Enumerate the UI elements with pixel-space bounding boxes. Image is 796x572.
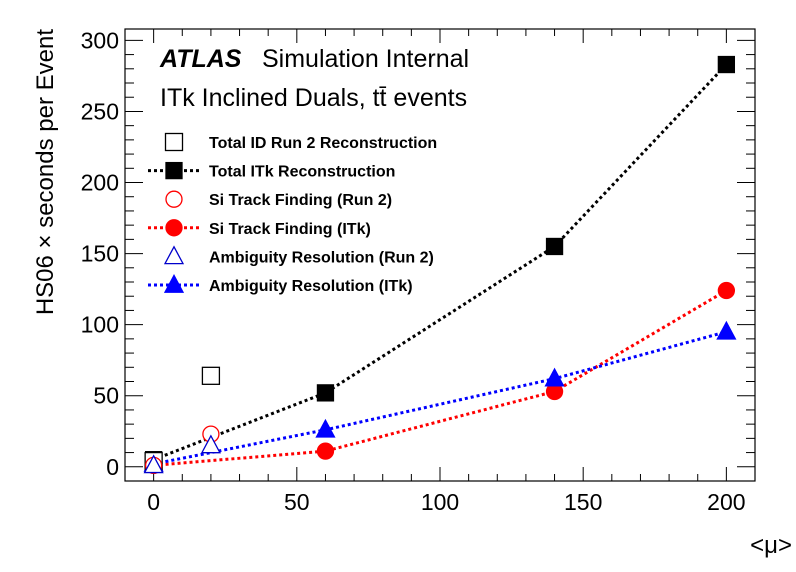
data-point xyxy=(545,237,564,256)
y-tick-label: 100 xyxy=(81,312,119,338)
x-axis-label: <μ> xyxy=(750,532,792,559)
axes: 0 50 100 150 200 0 50 100 150 200 250 300 xyxy=(81,27,756,515)
x-tick-label: 50 xyxy=(284,489,310,515)
legend-entry-label: Si Track Finding (Run 2) xyxy=(209,192,392,209)
legend-entry-label: Total ITk Reconstruction xyxy=(209,164,395,181)
y-tick-label: 250 xyxy=(81,98,119,124)
legend-entry-label: Total ID Run 2 Reconstruction xyxy=(209,135,437,152)
atlas-label: ATLAS xyxy=(159,45,242,73)
series xyxy=(144,281,736,475)
y-tick-label: 150 xyxy=(81,241,119,267)
series-line xyxy=(153,63,728,462)
legend-marker xyxy=(165,190,183,208)
series xyxy=(143,434,221,474)
legend-marker xyxy=(163,274,185,293)
series-layer xyxy=(143,55,737,475)
data-point xyxy=(316,384,335,402)
data-point xyxy=(143,454,164,474)
data-point xyxy=(315,418,336,438)
legend-entry-label: Ambiguity Resolution (ITk) xyxy=(209,278,413,295)
legend-marker xyxy=(165,219,183,237)
x-tick-label: 0 xyxy=(147,489,160,515)
data-point xyxy=(200,434,221,454)
data-point xyxy=(716,320,737,340)
legend-marker xyxy=(163,245,185,265)
data-point xyxy=(201,366,221,385)
x-tick-label: 200 xyxy=(707,489,745,515)
data-point xyxy=(544,367,565,387)
y-tick-label: 200 xyxy=(81,170,119,196)
legend: Total ID Run 2 Reconstruction Total ITk R… xyxy=(148,132,437,295)
legend-entry-label: Ambiguity Resolution (Run 2) xyxy=(209,249,434,266)
y-axis-label: HS06 × seconds per Event xyxy=(32,29,59,316)
y-tick-label: 50 xyxy=(93,383,119,409)
series-line xyxy=(153,330,727,466)
data-point xyxy=(717,55,736,74)
y-tick-label: 300 xyxy=(81,27,119,53)
x-tick-label: 100 xyxy=(421,489,459,515)
series xyxy=(143,320,737,472)
legend-marker xyxy=(165,161,183,180)
chart-subtitle: ITk Inclined Duals, tt̄ events xyxy=(160,84,467,112)
atlas-status: Simulation Internal xyxy=(262,45,469,73)
x-tick-label: 150 xyxy=(564,489,602,515)
legend-entry-label: Si Track Finding (ITk) xyxy=(209,221,371,238)
data-point xyxy=(717,281,736,300)
legend-marker xyxy=(164,132,184,152)
data-point xyxy=(316,442,335,460)
series-line xyxy=(153,289,728,467)
y-tick-label: 0 xyxy=(106,454,119,480)
